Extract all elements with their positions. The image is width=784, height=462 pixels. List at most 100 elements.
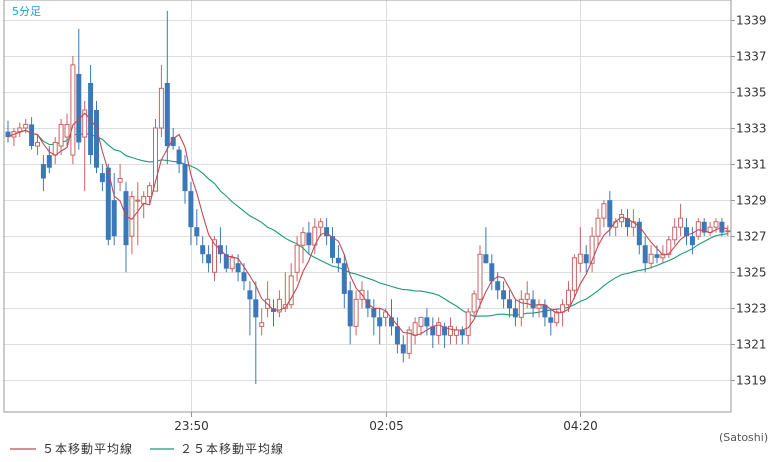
- candle-body: [636, 221, 642, 246]
- candle: [453, 326, 459, 345]
- candle-body: [58, 123, 64, 147]
- candle: [176, 146, 182, 174]
- candle: [182, 155, 188, 204]
- candle: [477, 245, 483, 309]
- y-axis-ticks: 1339 1337 1335 1333 1331 1329 1327 1325 1323 1321…: [731, 14, 767, 388]
- candle-body: [123, 191, 129, 246]
- candle-body: [200, 245, 206, 255]
- candle-body: [383, 311, 389, 318]
- candle-body: [300, 232, 306, 246]
- candle-body: [459, 329, 465, 336]
- candle-body: [518, 298, 524, 318]
- candle-body: [436, 322, 442, 336]
- candle-body: [64, 123, 70, 138]
- candle: [689, 227, 695, 255]
- candle-body: [70, 64, 76, 156]
- legend: ５本移動平均線 ２５本移動平均線: [10, 441, 283, 456]
- candle-body: [188, 191, 194, 228]
- period-label: 5分足: [12, 5, 41, 18]
- candle-body: [170, 137, 176, 147]
- candle: [330, 227, 335, 264]
- candle-body: [554, 311, 560, 324]
- candle-body: [194, 227, 200, 237]
- candle: [164, 10, 170, 165]
- candle-body: [583, 254, 589, 264]
- credit-label: (Satoshi): [719, 431, 768, 444]
- candle-body: [17, 127, 23, 133]
- candle-body: [377, 317, 383, 327]
- candle-body: [82, 109, 88, 138]
- candle: [684, 218, 689, 246]
- candle-body: [46, 155, 52, 168]
- candle-body: [566, 289, 571, 306]
- x-tick-label-02:05: 02:05: [369, 419, 404, 433]
- candle-body: [341, 263, 347, 294]
- candle: [64, 113, 70, 147]
- candle: [566, 281, 571, 312]
- candle-body: [229, 257, 235, 270]
- candle-body: [642, 245, 648, 264]
- candle: [259, 308, 265, 336]
- candle-body: [424, 317, 430, 327]
- candle-body: [406, 329, 412, 354]
- candle-body: [571, 257, 577, 291]
- candle: [335, 245, 341, 273]
- y-tick-label-1329: 1329: [736, 194, 767, 208]
- candle: [465, 308, 471, 345]
- candle: [648, 245, 654, 269]
- candle-body: [347, 290, 353, 327]
- x-axis-ticks: 23:50 02:05 04:20: [174, 412, 598, 433]
- candle-body: [182, 164, 188, 192]
- candle: [512, 299, 518, 327]
- candle-body: [701, 221, 707, 233]
- candle: [111, 173, 117, 246]
- candle-body: [282, 304, 288, 309]
- candle: [52, 137, 58, 165]
- ma25-line: [7, 129, 728, 317]
- candle: [595, 209, 601, 246]
- candle: [300, 227, 306, 264]
- candle: [542, 299, 548, 327]
- candle-body: [725, 230, 731, 233]
- candle-body: [141, 196, 147, 205]
- candle: [129, 191, 135, 255]
- candle-body: [589, 235, 595, 264]
- candle-body: [542, 304, 548, 318]
- candle: [282, 272, 288, 312]
- candle-body: [607, 200, 613, 228]
- candle: [217, 227, 223, 264]
- candle: [678, 203, 684, 237]
- candle-body: [52, 141, 58, 156]
- candle-body: [335, 257, 341, 264]
- candle-body: [294, 244, 300, 273]
- candle-body: [330, 236, 335, 258]
- candle: [430, 317, 436, 348]
- candle: [40, 155, 46, 192]
- y-tick-label-1339: 1339: [736, 14, 767, 28]
- candle: [489, 254, 495, 291]
- candle: [695, 218, 701, 240]
- candle-body: [247, 290, 253, 300]
- candle: [530, 290, 536, 318]
- candle-body: [235, 263, 241, 273]
- candle-body: [695, 221, 701, 237]
- candle-body: [483, 254, 489, 264]
- candle: [23, 119, 29, 134]
- candle: [223, 245, 229, 273]
- candle-body: [5, 131, 11, 138]
- candle: [353, 290, 359, 336]
- candle-body: [76, 73, 82, 143]
- candle: [88, 64, 94, 165]
- candle: [158, 64, 164, 138]
- candle: [636, 218, 642, 255]
- candle-body: [206, 254, 212, 264]
- candle: [99, 164, 105, 192]
- candle: [707, 221, 713, 237]
- candle: [412, 317, 418, 345]
- candle-body: [158, 87, 164, 129]
- candle: [554, 308, 560, 327]
- candle: [589, 227, 595, 273]
- candle: [200, 236, 206, 264]
- candle-body: [654, 254, 660, 258]
- candle-body: [111, 200, 117, 237]
